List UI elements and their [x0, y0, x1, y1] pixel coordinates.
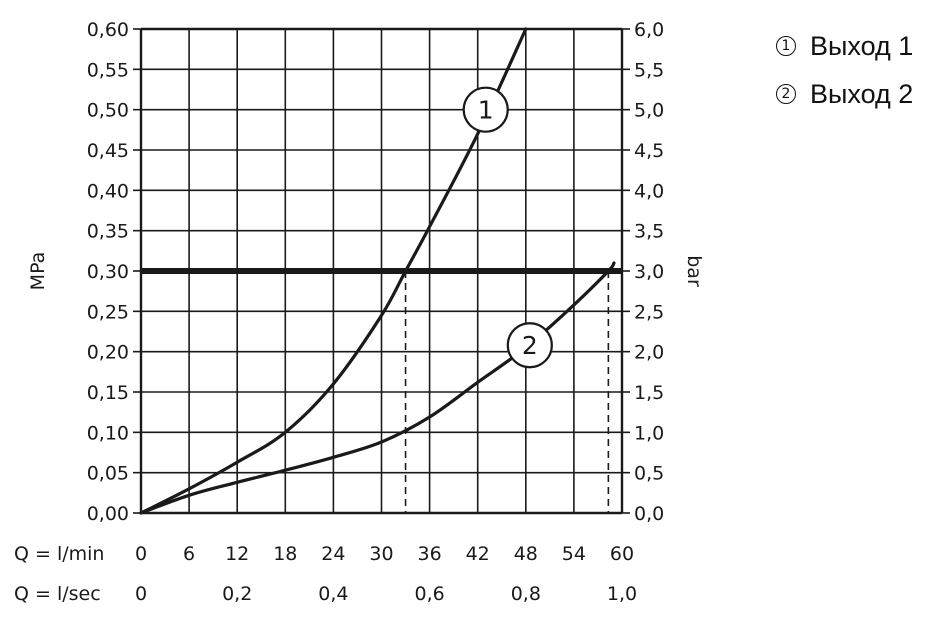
series-2-marker-circle: [506, 322, 553, 369]
right-tick-label: 4,5: [634, 140, 664, 162]
left-axis-label: MPa: [27, 252, 49, 291]
x-axis-lsec-label: Q = l/sec: [14, 583, 101, 605]
left-tick-label: 0,20: [87, 342, 129, 364]
series-1-curve: [139, 27, 528, 515]
right-axis-label: bar: [683, 255, 705, 287]
left-tick-label: 0,60: [87, 19, 129, 41]
circled-two-icon: 2: [776, 84, 796, 104]
right-tick-label: 3,5: [634, 221, 664, 243]
right-tick-label: 1,5: [634, 382, 664, 404]
circled-one-icon: 1: [776, 36, 796, 56]
right-tick-label: 2,0: [634, 342, 664, 364]
x-lmin-tick-label: 18: [273, 543, 297, 565]
series-1-marker-label: 1: [478, 96, 494, 125]
x-lmin-tick-label: 42: [466, 543, 490, 565]
x-axis-lmin-label: Q = l/min: [14, 543, 104, 565]
series-2-curve: [139, 261, 616, 515]
x-lmin-tick-label: 36: [418, 543, 442, 565]
legend-item-2: 2 Выход 2: [776, 70, 913, 118]
right-tick-label: 5,5: [634, 59, 664, 81]
left-tick-label: 0,10: [87, 422, 129, 444]
x-lsec-tick-label: 1,0: [607, 583, 637, 605]
x-lmin-tick-label: 0: [135, 543, 147, 565]
left-tick-label: 0,05: [87, 463, 129, 485]
series-1-marker-circle: [462, 86, 509, 133]
left-tick-label: 0,45: [87, 140, 129, 162]
x-lsec-tick-label: 0,2: [222, 583, 252, 605]
left-tick-label: 0,35: [87, 221, 129, 243]
x-lsec-tick-label: 0: [135, 583, 147, 605]
series-curves-group: 12: [139, 27, 616, 515]
right-tick-label: 4,0: [634, 180, 664, 202]
x-lmin-tick-label: 12: [225, 543, 249, 565]
left-tick-label: 0,15: [87, 382, 129, 404]
right-tick-label: 6,0: [634, 19, 664, 41]
x-lmin-tick-label: 54: [562, 543, 586, 565]
x-lsec-tick-label: 0,8: [511, 583, 541, 605]
right-tick-label: 5,0: [634, 100, 664, 122]
right-tick-label: 0,5: [634, 463, 664, 485]
legend: 1 Выход 1 2 Выход 2: [776, 22, 913, 118]
left-tick-label: 0,55: [87, 59, 129, 81]
tick-labels-group: 0,000,050,100,150,200,250,300,350,400,45…: [87, 19, 665, 605]
left-tick-label: 0,30: [87, 261, 129, 283]
right-tick-label: 2,5: [634, 301, 664, 323]
left-tick-label: 0,25: [87, 301, 129, 323]
right-tick-label: 0,0: [634, 503, 664, 525]
x-lmin-tick-label: 30: [369, 543, 393, 565]
legend-item-1: 1 Выход 1: [776, 22, 913, 70]
right-tick-label: 3,0: [634, 261, 664, 283]
x-lmin-tick-label: 60: [610, 543, 634, 565]
x-lmin-tick-label: 24: [321, 543, 345, 565]
left-tick-label: 0,50: [87, 100, 129, 122]
x-lmin-tick-label: 6: [183, 543, 195, 565]
legend-label-2: Выход 2: [810, 78, 914, 109]
left-tick-label: 0,00: [87, 503, 129, 525]
drop-lines-group: [404, 271, 610, 513]
left-tick-label: 0,40: [87, 180, 129, 202]
x-lsec-tick-label: 0,6: [414, 583, 444, 605]
series-2-marker-label: 2: [522, 331, 538, 360]
x-lmin-tick-label: 48: [514, 543, 538, 565]
right-tick-label: 1,0: [634, 422, 664, 444]
legend-label-1: Выход 1: [810, 30, 914, 61]
x-lsec-tick-label: 0,4: [318, 583, 348, 605]
